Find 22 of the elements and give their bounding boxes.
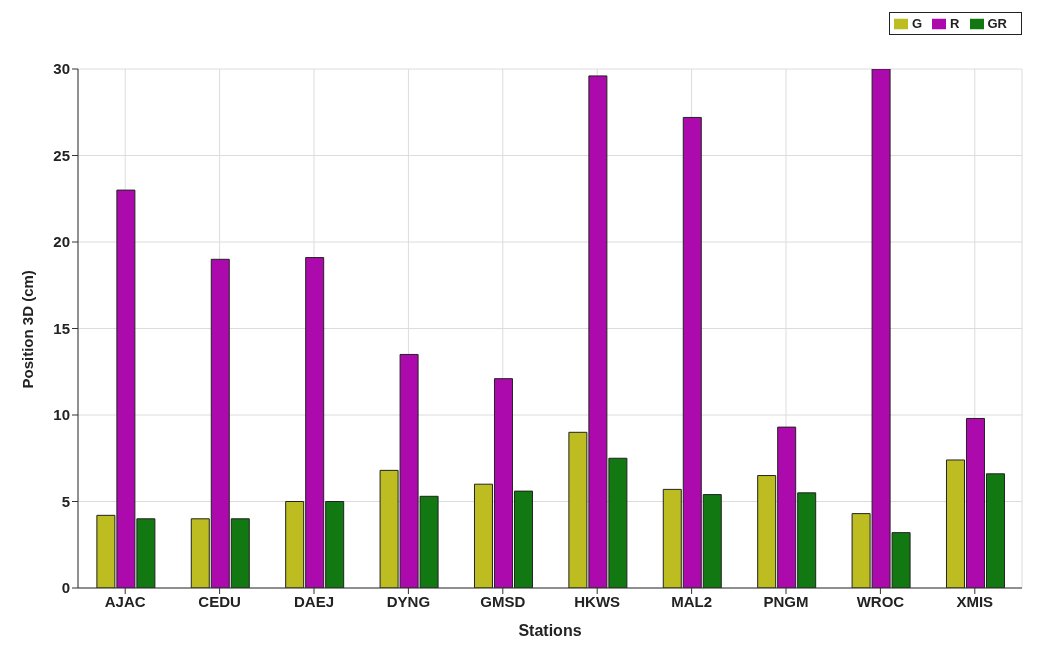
legend-label: GR xyxy=(987,16,1007,31)
x-tick-label: WROC xyxy=(856,592,905,610)
y-tick-label: 15 xyxy=(53,319,70,337)
legend-label: G xyxy=(911,16,923,31)
y-tick-label: 30 xyxy=(53,60,70,78)
x-tick-label: AJAC xyxy=(104,592,146,610)
y-tick-label: 5 xyxy=(61,492,70,510)
x-tick-label: HKWS xyxy=(574,592,621,610)
x-tick-label: XMIS xyxy=(956,592,994,610)
x-axis-title: Stations xyxy=(518,622,582,639)
y-tick-label: 25 xyxy=(53,146,70,164)
x-tick-label: CEDU xyxy=(198,592,241,610)
x-tick-label: DYNG xyxy=(386,592,431,610)
x-tick-label: DAEJ xyxy=(293,592,335,610)
x-tick-label: GMSD xyxy=(480,592,526,610)
y-tick-label: 0 xyxy=(61,579,70,597)
y-tick-label: 20 xyxy=(53,233,70,251)
x-tick-label: MAL2 xyxy=(671,592,713,610)
legend-label: R xyxy=(950,16,960,31)
x-tick-label: PNGM xyxy=(763,592,809,610)
y-axis-title: Position 3D (cm) xyxy=(19,270,37,389)
y-tick-label: 10 xyxy=(53,406,70,424)
